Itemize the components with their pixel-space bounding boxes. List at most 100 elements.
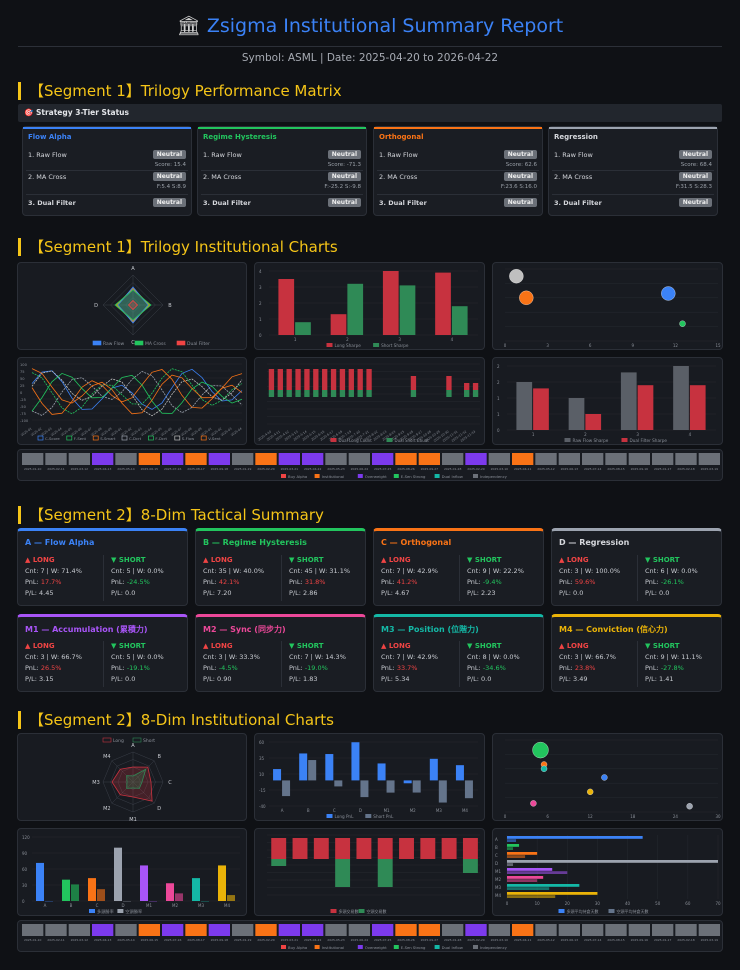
heat-cell [675, 453, 697, 465]
heat-cell [22, 453, 44, 465]
divider [637, 555, 638, 601]
series-line [31, 369, 243, 415]
y-tick-label: -50 [20, 405, 27, 409]
x-tick-label: 2025-05-12 [537, 938, 555, 942]
bubble-point [686, 803, 693, 810]
legend-swatch [117, 909, 124, 913]
short-label: ▼ SHORT [467, 642, 502, 650]
bubble-point [519, 290, 534, 305]
x-tick-label: 2025-09-27 [421, 467, 439, 471]
status-badge: Neutral [152, 198, 186, 207]
trilogy-row-label: 2. MA Cross [379, 173, 418, 181]
long-label: ▲ LONG [203, 556, 233, 564]
legend-swatch [473, 474, 478, 478]
bar-long [507, 876, 544, 879]
trilogy-card: Regime Hysteresis 1. Raw Flow Neutral 2. MA… [197, 126, 367, 216]
y-tick-label: 60 [22, 867, 28, 872]
short-count: Cnt: 8 | W: 0.0% [467, 653, 520, 661]
x-tick-label: 20 [565, 901, 571, 906]
bar-long [292, 838, 308, 859]
x-tick-label: 12 [588, 814, 594, 819]
short-count: Cnt: 45 | W: 31.1% [289, 567, 351, 575]
x-tick-label: 2025-04-11 [514, 467, 532, 471]
trilogy-row-label: 1. Raw Flow [203, 151, 242, 159]
bar-short [348, 390, 354, 397]
series-line [31, 368, 243, 415]
legend-swatch [386, 438, 393, 442]
short-pnl: PnL: -34.6% [467, 664, 506, 672]
score-text: F:23.6 S:16.0 [500, 184, 537, 190]
y-tick-label: 0 [497, 428, 500, 433]
y-tick-label: 1 [259, 317, 262, 322]
chart-s2-pnl: 60 35 10 -15 -40 A B C D M1 M2 M3 M4 Long PnL Short Pn… [259, 740, 478, 819]
short-label: ▼ SHORT [645, 556, 680, 564]
x-tick-label: 2025-06-24 [351, 467, 369, 471]
heat-cell [232, 924, 254, 936]
bar-short [472, 390, 479, 397]
bubble-point [532, 741, 549, 759]
panel-s1-lines: 100 75 50 25 0 -25 -50 -75 -100 2025-01 2025-02 202… [17, 357, 247, 445]
heat-cell [628, 924, 650, 936]
score-text: F:31.5 S:28.3 [675, 184, 712, 190]
heat-cell [232, 453, 254, 465]
x-tick-label: 3 [546, 343, 549, 348]
trilogy-row-label: 3. Dual Filter [203, 199, 251, 207]
bar-long [472, 383, 479, 390]
long-column: ▲ LONG Cnt: 3 | W: 66.7% PnL: 26.5% P/L:… [25, 641, 82, 685]
score-text: F:-25.2 S:-9.8 [324, 184, 361, 190]
y-tick-label: M4 [495, 893, 501, 898]
x-tick-label: 0 [504, 814, 507, 819]
legend-label: Independency [480, 945, 508, 950]
dim-card-title: M1 — Accumulation (累積力) [25, 625, 148, 634]
panel-s1-bubble: 0 3 6 9 12 15 [492, 262, 723, 350]
bar-dual-filter-sharpe [637, 385, 654, 430]
legend-label: S-Smart [100, 436, 116, 441]
x-tick-label: 2025-03-10 [491, 467, 509, 471]
status-badge: Neutral [152, 150, 186, 159]
x-tick-label: 6 [546, 814, 549, 819]
divider [103, 555, 104, 601]
long-label: ▲ LONG [203, 642, 233, 650]
x-tick-label: D [121, 903, 124, 908]
short-label: ▼ SHORT [289, 556, 324, 564]
long-column: ▲ LONG Cnt: 7 | W: 71.4% PnL: 17.7% P/L:… [25, 555, 82, 599]
heat-cell [255, 453, 277, 465]
x-tick-label: 2025-04 [50, 426, 63, 437]
heat-cell [418, 924, 440, 936]
bar-short-sharpe [295, 322, 311, 335]
long-pl: P/L: 3.15 [25, 675, 54, 683]
legend-label: Dual Inflow [442, 474, 463, 479]
x-tick-label: 1 [532, 432, 535, 437]
triangle-down-icon: ▼ [289, 642, 297, 650]
radar-axis [132, 760, 155, 783]
legend-label: Dual Inflow [442, 945, 463, 950]
y-tick-label: 25 [20, 384, 25, 388]
series-line [31, 372, 243, 414]
x-tick-label: 50 [655, 901, 661, 906]
bar-long [507, 860, 718, 863]
bar-short [286, 390, 292, 397]
bar-short [377, 859, 393, 887]
legend-swatch [132, 737, 142, 743]
bar-空頭勝率 [201, 901, 209, 902]
legend-label: 多頭勝率 [97, 908, 114, 915]
short-label: ▼ SHORT [111, 556, 146, 564]
x-tick-label: 2025-08-17 [187, 467, 205, 471]
bar-long [462, 838, 478, 859]
bar-long [507, 836, 643, 839]
bar-long-sharpe [278, 279, 295, 335]
radar-axis-label: M3 [92, 780, 100, 786]
y-tick-label: 75 [20, 370, 25, 374]
panel-s2-pl: 120 90 60 30 0 A B C D M1 M2 M3 M4 多頭勝率 空頭勝率 [17, 828, 247, 916]
bar-short [357, 390, 363, 397]
heat-cell [582, 924, 604, 936]
long-column: ▲ LONG Cnt: 3 | W: 33.3% PnL: -4.5% P/L:… [203, 641, 260, 685]
long-pnl: PnL: 17.7% [25, 578, 62, 586]
x-tick-label: 2025-02-20 [257, 938, 275, 942]
score-text: Score: 15.4 [154, 162, 186, 168]
x-tick-label: 2025-08-17 [187, 938, 205, 942]
triangle-up-icon: ▲ [203, 556, 211, 564]
heat-cell [115, 453, 137, 465]
bar-short [330, 390, 337, 397]
x-tick-label: 4 [451, 337, 454, 342]
